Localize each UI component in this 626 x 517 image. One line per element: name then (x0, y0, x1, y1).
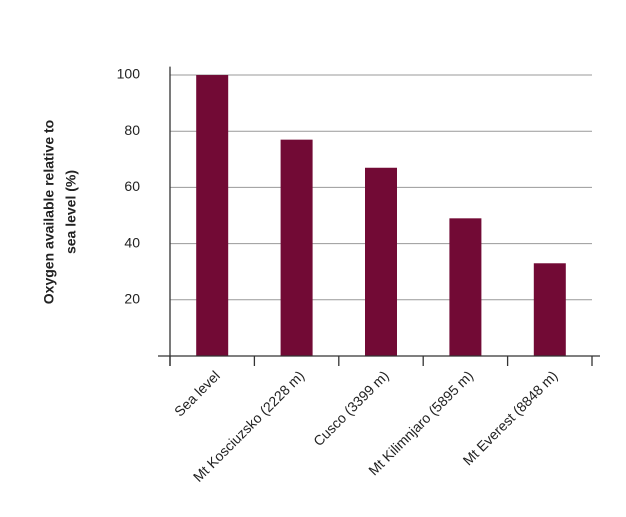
y-tick-label: 80 (124, 122, 140, 138)
bar (365, 167, 397, 356)
y-axis-label: Oxygen available relative to (41, 120, 57, 304)
y-tick-label: 100 (117, 66, 141, 82)
y-tick-label: 60 (124, 178, 140, 194)
y-tick-label: 20 (124, 291, 140, 307)
x-tick-label: Mt Everest (8848 m) (460, 367, 561, 468)
bar (449, 218, 482, 356)
bar (533, 263, 566, 356)
y-axis-label: sea level (%) (63, 170, 79, 254)
x-tick-label: Sea level (171, 367, 223, 419)
bar (280, 139, 313, 356)
y-tick-label: 40 (124, 234, 140, 250)
bar (196, 75, 229, 357)
x-tick-label: Cusco (3399 m) (310, 367, 392, 449)
